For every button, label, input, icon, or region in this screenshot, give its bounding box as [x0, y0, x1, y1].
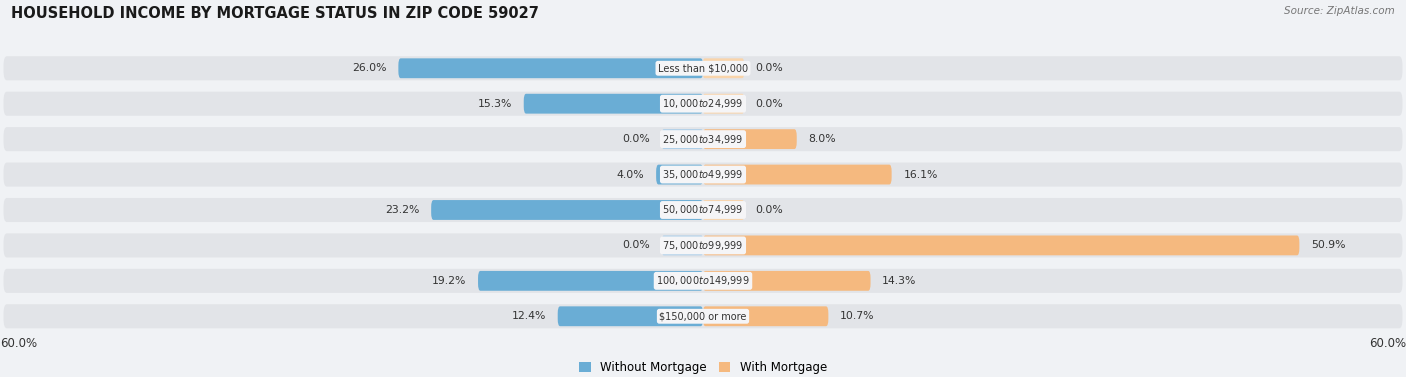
FancyBboxPatch shape	[703, 271, 870, 291]
FancyBboxPatch shape	[3, 269, 1403, 293]
FancyBboxPatch shape	[3, 304, 1403, 328]
FancyBboxPatch shape	[703, 307, 828, 326]
Text: Source: ZipAtlas.com: Source: ZipAtlas.com	[1284, 6, 1395, 16]
Text: $50,000 to $74,999: $50,000 to $74,999	[662, 204, 744, 216]
Text: 15.3%: 15.3%	[478, 99, 512, 109]
FancyBboxPatch shape	[703, 165, 891, 184]
FancyBboxPatch shape	[478, 271, 703, 291]
FancyBboxPatch shape	[3, 56, 1403, 80]
FancyBboxPatch shape	[3, 162, 1403, 187]
FancyBboxPatch shape	[3, 198, 1403, 222]
FancyBboxPatch shape	[703, 58, 744, 78]
FancyBboxPatch shape	[662, 129, 703, 149]
FancyBboxPatch shape	[398, 58, 703, 78]
Text: 8.0%: 8.0%	[808, 134, 837, 144]
Text: $75,000 to $99,999: $75,000 to $99,999	[662, 239, 744, 252]
Text: 19.2%: 19.2%	[432, 276, 467, 286]
Text: 0.0%: 0.0%	[756, 63, 783, 73]
Text: 50.9%: 50.9%	[1312, 241, 1346, 250]
Text: 0.0%: 0.0%	[623, 241, 650, 250]
Text: 60.0%: 60.0%	[0, 337, 37, 350]
Text: 4.0%: 4.0%	[617, 170, 644, 179]
Text: Less than $10,000: Less than $10,000	[658, 63, 748, 73]
Text: 14.3%: 14.3%	[883, 276, 917, 286]
FancyBboxPatch shape	[703, 200, 744, 220]
FancyBboxPatch shape	[558, 307, 703, 326]
FancyBboxPatch shape	[524, 94, 703, 113]
FancyBboxPatch shape	[703, 129, 797, 149]
FancyBboxPatch shape	[432, 200, 703, 220]
Text: 10.7%: 10.7%	[841, 311, 875, 321]
Text: $150,000 or more: $150,000 or more	[659, 311, 747, 321]
Text: $100,000 to $149,999: $100,000 to $149,999	[657, 274, 749, 287]
Text: 23.2%: 23.2%	[385, 205, 419, 215]
Text: 0.0%: 0.0%	[756, 205, 783, 215]
Text: $10,000 to $24,999: $10,000 to $24,999	[662, 97, 744, 110]
Text: 26.0%: 26.0%	[352, 63, 387, 73]
FancyBboxPatch shape	[703, 236, 1299, 255]
FancyBboxPatch shape	[3, 127, 1403, 151]
Legend: Without Mortgage, With Mortgage: Without Mortgage, With Mortgage	[574, 357, 832, 377]
Text: 60.0%: 60.0%	[1369, 337, 1406, 350]
Text: 0.0%: 0.0%	[756, 99, 783, 109]
Text: $35,000 to $49,999: $35,000 to $49,999	[662, 168, 744, 181]
FancyBboxPatch shape	[3, 233, 1403, 257]
FancyBboxPatch shape	[3, 92, 1403, 116]
Text: HOUSEHOLD INCOME BY MORTGAGE STATUS IN ZIP CODE 59027: HOUSEHOLD INCOME BY MORTGAGE STATUS IN Z…	[11, 6, 538, 21]
Text: 12.4%: 12.4%	[512, 311, 546, 321]
Text: 0.0%: 0.0%	[623, 134, 650, 144]
FancyBboxPatch shape	[657, 165, 703, 184]
Text: 16.1%: 16.1%	[904, 170, 938, 179]
FancyBboxPatch shape	[662, 236, 703, 255]
FancyBboxPatch shape	[703, 94, 744, 113]
Text: $25,000 to $34,999: $25,000 to $34,999	[662, 133, 744, 146]
